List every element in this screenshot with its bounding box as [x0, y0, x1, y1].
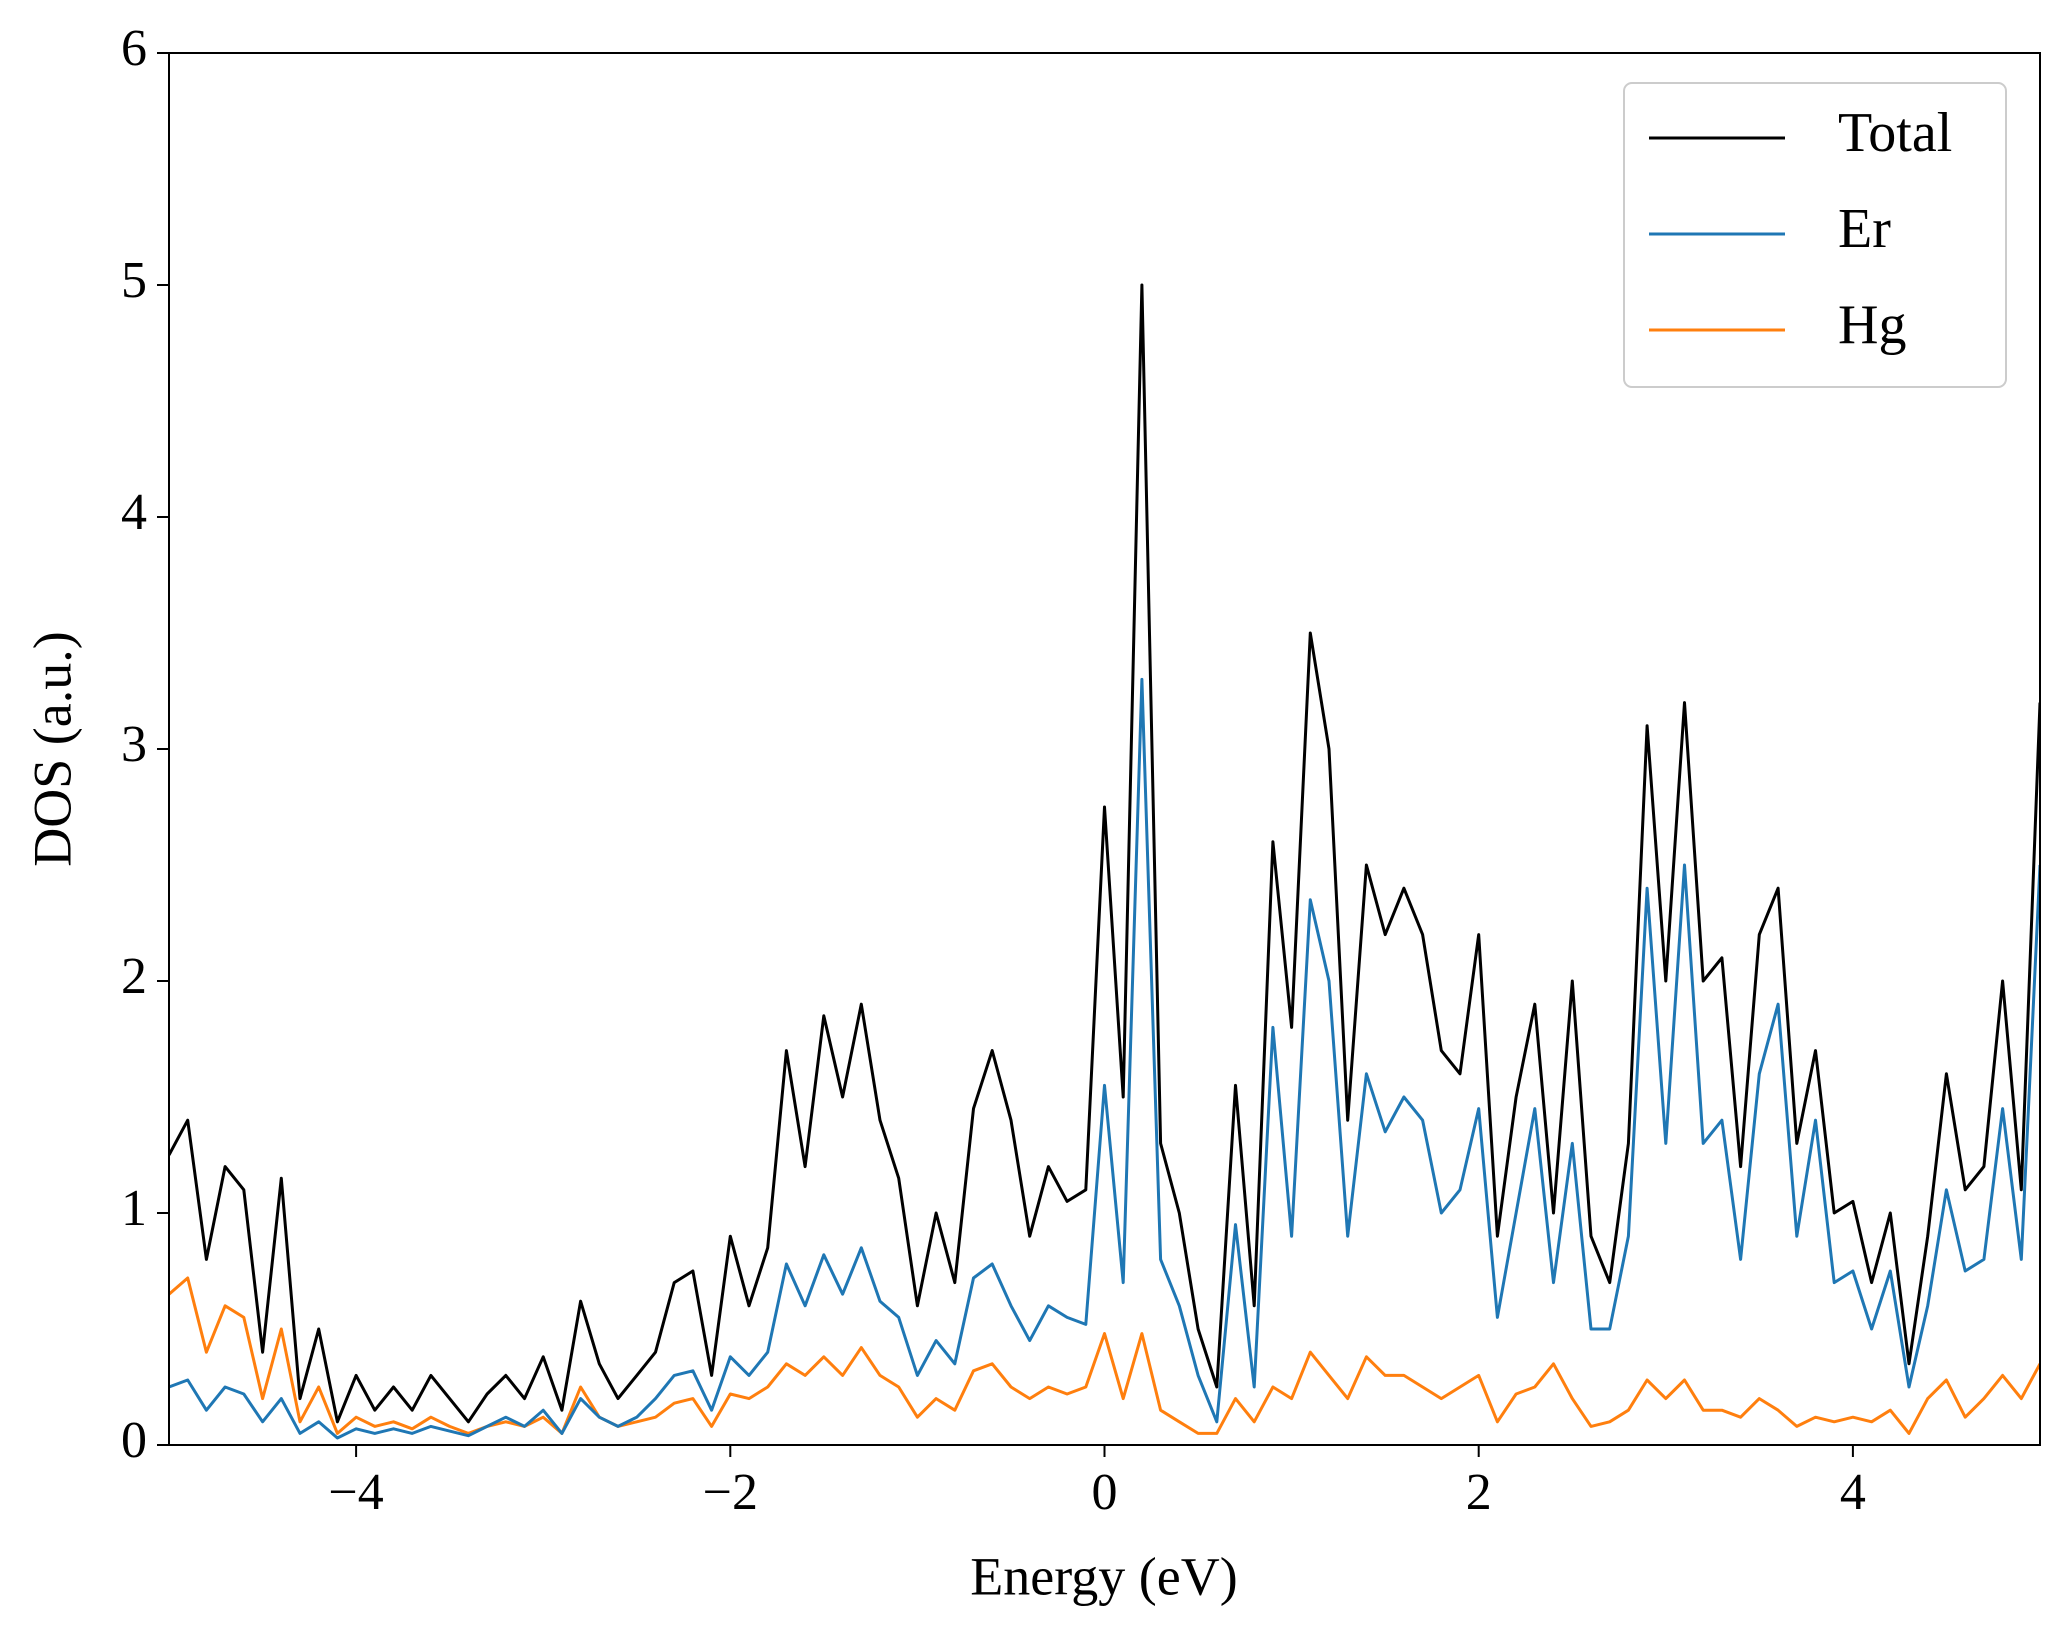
y-tick-label: 6: [121, 20, 147, 77]
series-line: [169, 1276, 2040, 1435]
x-tick-label: −4: [328, 1464, 383, 1521]
legend-label: Er: [1838, 198, 1891, 260]
x-tick-label: −2: [703, 1464, 758, 1521]
y-tick-label: 3: [121, 716, 147, 773]
y-tick-label: 4: [121, 484, 147, 541]
legend-label: Total: [1838, 102, 1952, 164]
series-line: [169, 677, 2040, 1440]
y-tick-label: 2: [121, 948, 147, 1005]
plot-frame: [168, 52, 2041, 1446]
y-tick-label: 5: [121, 252, 147, 309]
legend-label: Hg: [1838, 294, 1906, 356]
legend-box: [1623, 82, 2007, 388]
x-tick-label: 0: [1092, 1464, 1118, 1521]
y-tick-label: 0: [121, 1412, 147, 1469]
x-tick-label: 2: [1466, 1464, 1492, 1521]
series-line: [169, 283, 2040, 1424]
y-axis-label: DOS (a.u.): [22, 631, 82, 866]
x-axis-label: Energy (eV): [970, 1546, 1237, 1606]
x-tick-label: 4: [1840, 1464, 1866, 1521]
y-tick-label: 1: [121, 1180, 147, 1237]
